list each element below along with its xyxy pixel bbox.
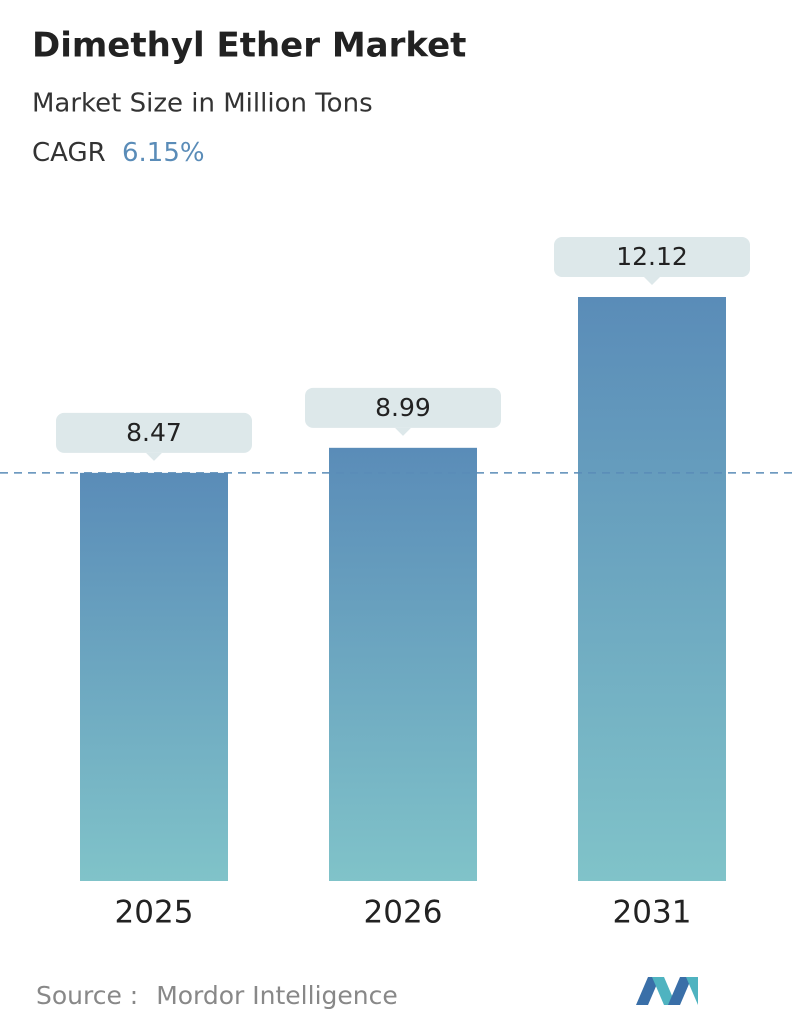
value-label: 12.12 xyxy=(616,242,688,271)
source: Source : Mordor Intelligence xyxy=(36,981,398,1010)
value-label-pointer xyxy=(644,277,660,285)
cagr: CAGR 6.15% xyxy=(32,138,205,168)
value-label-box xyxy=(554,237,750,277)
cagr-label: CAGR xyxy=(32,138,106,168)
value-label-box xyxy=(56,412,252,453)
logo xyxy=(636,977,698,1005)
chart-title: Dimethyl Ether Market xyxy=(32,26,466,66)
x-tick-label: 2031 xyxy=(613,895,692,931)
value-label: 8.99 xyxy=(375,393,431,422)
bar xyxy=(329,447,477,881)
bar xyxy=(80,472,228,881)
value-label-box xyxy=(305,387,501,428)
source-name: Mordor Intelligence xyxy=(156,981,398,1010)
value-label-pointer xyxy=(395,427,411,436)
value-label: 8.47 xyxy=(126,418,182,447)
x-tick-label: 2026 xyxy=(364,895,443,931)
cagr-value: 6.15% xyxy=(122,138,205,168)
value-label-pointer xyxy=(146,452,162,461)
bar xyxy=(578,297,726,881)
x-tick-label: 2025 xyxy=(115,895,194,931)
chart-subtitle: Market Size in Million Tons xyxy=(32,89,373,119)
source-label: Source : xyxy=(36,981,138,1010)
